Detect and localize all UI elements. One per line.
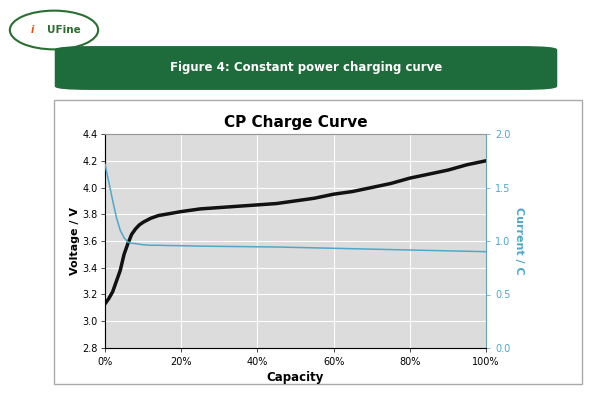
FancyBboxPatch shape [54,100,582,384]
FancyBboxPatch shape [55,47,557,89]
Ellipse shape [10,11,98,49]
Y-axis label: Current / C: Current / C [514,207,524,275]
Text: Figure 4: Constant power charging curve: Figure 4: Constant power charging curve [170,61,442,74]
Text: i: i [31,25,35,35]
Text: UFine: UFine [47,25,80,35]
X-axis label: Capacity: Capacity [267,371,324,384]
Y-axis label: Voltage / V: Voltage / V [70,207,80,275]
Title: CP Charge Curve: CP Charge Curve [224,115,367,130]
